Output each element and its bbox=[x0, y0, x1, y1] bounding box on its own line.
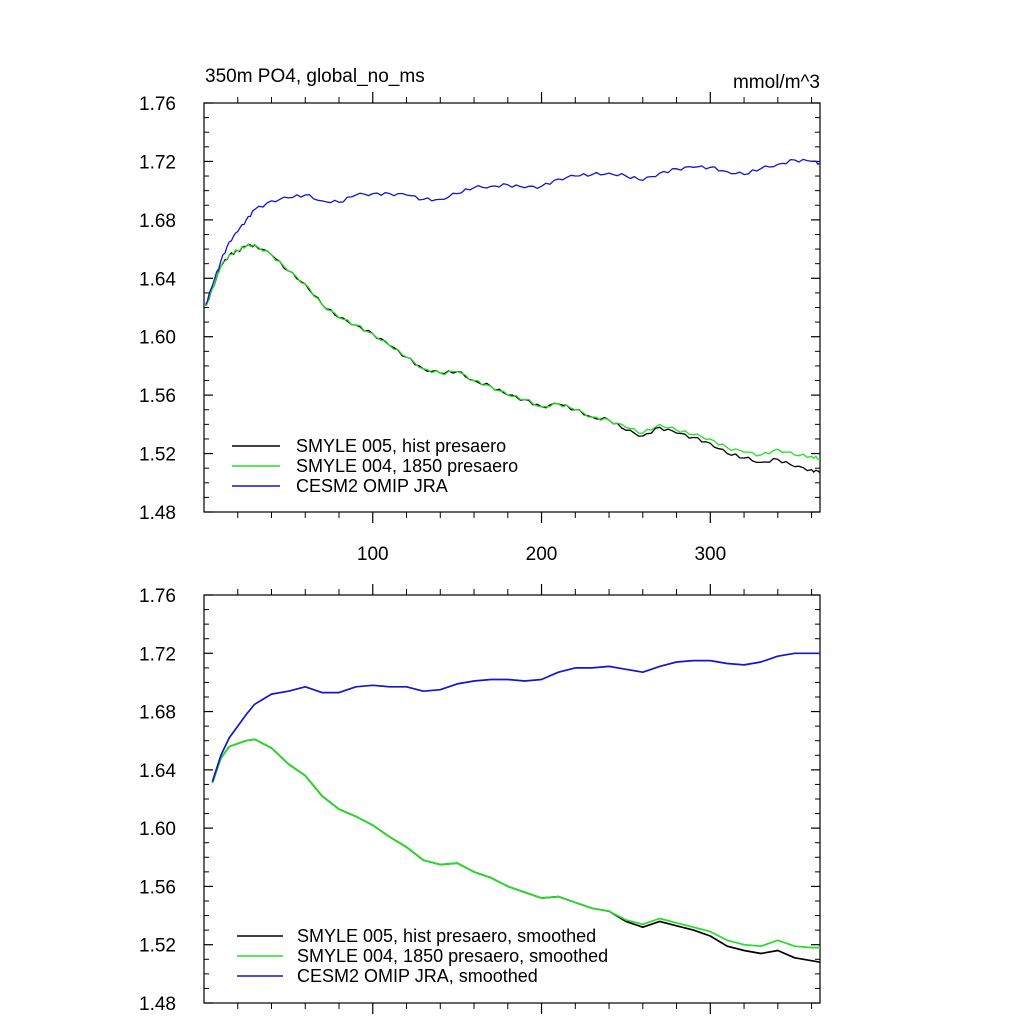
x-tick-label: 200 bbox=[526, 544, 558, 565]
series-line-3 bbox=[205, 158, 821, 305]
series-line-3 bbox=[211, 652, 820, 782]
legend-label: SMYLE 004, 1850 presaero bbox=[296, 456, 518, 476]
chart-title: 350m PO4, global_no_ms bbox=[205, 66, 425, 87]
y-tick-label: 1.72 bbox=[139, 152, 176, 173]
y-tick-label: 1.56 bbox=[139, 877, 176, 898]
y-tick-label: 1.48 bbox=[139, 503, 176, 524]
legend-label: CESM2 OMIP JRA bbox=[296, 476, 448, 496]
y-tick-label: 1.64 bbox=[139, 761, 176, 782]
legend-label: SMYLE 005, hist presaero bbox=[296, 436, 506, 456]
y-tick-label: 1.56 bbox=[139, 386, 176, 407]
chart-panel-bottom: 1.48 1.52 1.56 1.60 1.64 1.68 1.72 1.76 SMYLE 00… bbox=[139, 584, 821, 1015]
y-tick-label: 1.48 bbox=[139, 994, 176, 1015]
series-line-2 bbox=[211, 738, 820, 949]
y-tick-label: 1.76 bbox=[139, 94, 176, 115]
series-line-2 bbox=[205, 243, 821, 461]
y-tick-label: 1.60 bbox=[139, 328, 176, 349]
chart-units: mmol/m^3 bbox=[733, 72, 820, 93]
legend-label: SMYLE 004, 1850 presaero, smoothed bbox=[297, 946, 608, 966]
y-tick-label: 1.52 bbox=[139, 936, 176, 957]
y-tick-label: 1.72 bbox=[139, 644, 176, 665]
y-tick-label: 1.68 bbox=[139, 211, 176, 232]
y-tick-label: 1.64 bbox=[139, 269, 176, 290]
x-tick-label: 100 bbox=[357, 544, 389, 565]
legend-label: CESM2 OMIP JRA, smoothed bbox=[297, 966, 538, 986]
y-tick-label: 1.68 bbox=[139, 703, 176, 724]
y-tick-label: 1.52 bbox=[139, 445, 176, 466]
x-tick-label: 300 bbox=[694, 544, 726, 565]
legend-label: SMYLE 005, hist presaero, smoothed bbox=[297, 926, 596, 946]
y-tick-label: 1.76 bbox=[139, 586, 176, 607]
chart-panel-top: 350m PO4, global_no_ms mmol/m^3 1.48 1.52… bbox=[139, 66, 821, 565]
y-tick-label: 1.60 bbox=[139, 819, 176, 840]
